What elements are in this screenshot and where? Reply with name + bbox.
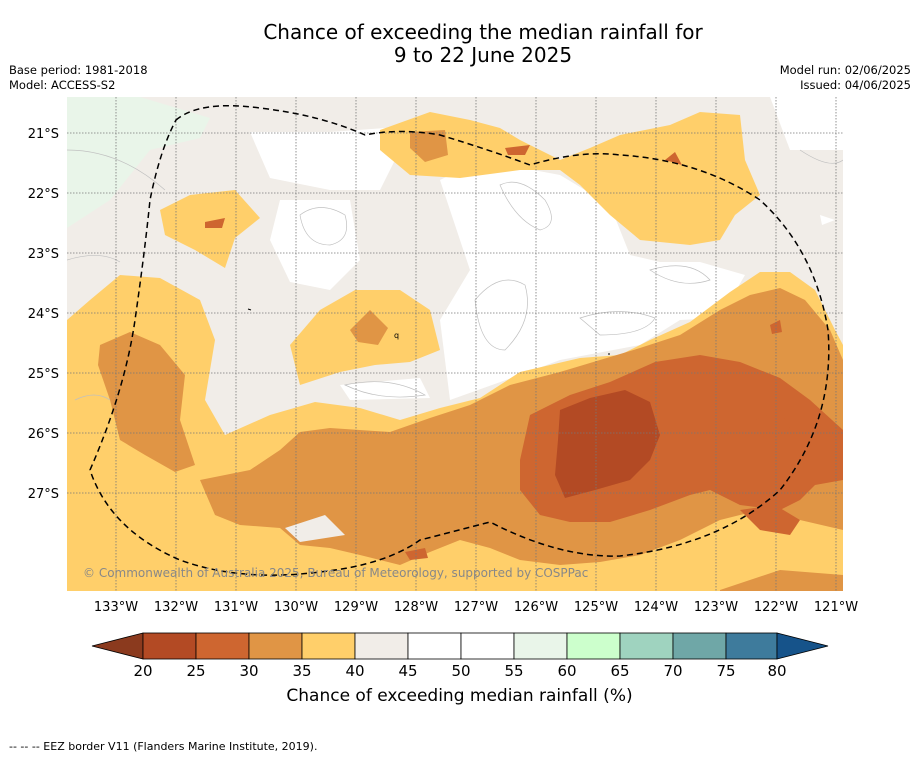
title-line-1: Chance of exceeding the median rainfall …: [263, 20, 703, 44]
base-period: Base period: 1981-2018: [9, 63, 148, 77]
colorbar-tick: 25: [186, 662, 205, 680]
eez-marker-text: q: [394, 331, 399, 340]
latitude-labels: 21°S 22°S 23°S 24°S 25°S 26°S 27°S: [28, 127, 59, 502]
lon-label: 129°W: [334, 600, 378, 615]
lon-label: 131°W: [214, 600, 258, 615]
lon-label: 121°W: [814, 600, 858, 615]
colorbar-bin: [513, 632, 568, 660]
colorbar-label: Chance of exceeding median rainfall (%): [286, 686, 633, 706]
colorbar-bin: [725, 632, 778, 660]
eez-footnote: -- -- -- EEZ border V11 (Flanders Marine…: [9, 740, 318, 753]
lon-label: 128°W: [394, 600, 438, 615]
lon-label: 123°W: [694, 600, 738, 615]
model-name: Model: ACCESS-S2: [9, 78, 116, 92]
colorbar-bin: [407, 632, 462, 660]
colorbar-tick: 75: [716, 662, 735, 680]
lat-label: 24°S: [28, 307, 59, 322]
colorbar-tick: 50: [451, 662, 470, 680]
copyright-text: © Commonwealth of Australia 2025, Bureau…: [83, 566, 588, 580]
longitude-labels: 133°W 132°W 131°W 130°W 129°W 128°W 127°…: [94, 600, 858, 615]
colorbar-bin: [195, 632, 250, 660]
lon-label: 122°W: [754, 600, 798, 615]
lon-label: 125°W: [574, 600, 618, 615]
colorbar-bin: [142, 632, 197, 660]
colorbar-ticks: 20 25 30 35 40 45 50 55 60 65 70 75 80: [133, 662, 786, 680]
zone-55-60-nw: [67, 97, 210, 228]
lon-label: 130°W: [274, 600, 318, 615]
colorbar-tick: 40: [345, 662, 364, 680]
colorbar-tick: 30: [239, 662, 258, 680]
lat-label: 21°S: [28, 127, 59, 142]
lat-label: 22°S: [28, 187, 59, 202]
lon-label: 132°W: [154, 600, 198, 615]
zone-25-30: [555, 390, 660, 498]
colorbar-bin: [248, 632, 303, 660]
lat-label: 25°S: [28, 367, 59, 382]
colorbar-tick: 35: [292, 662, 311, 680]
lat-label: 27°S: [28, 487, 59, 502]
eez-border: [89, 104, 830, 576]
contours: [67, 149, 843, 401]
colorbar-bin: [460, 632, 515, 660]
colorbar-tick: 55: [504, 662, 523, 680]
colorbar-bin: [301, 632, 356, 660]
lat-label: 26°S: [28, 427, 59, 442]
colorbar-bin: [566, 632, 621, 660]
map-fill: [67, 97, 843, 591]
island-mark: [247, 308, 252, 311]
issued-date: Issued: 04/06/2025: [800, 78, 911, 92]
lon-label: 126°W: [514, 600, 558, 615]
colorbar-tick: 60: [557, 662, 576, 680]
meta-right: Model run: 02/06/2025 Issued: 04/06/2025: [780, 63, 911, 93]
meta-left: Base period: 1981-2018 Model: ACCESS-S2: [9, 63, 148, 93]
zone-45-50-pocket: [285, 515, 345, 542]
model-run: Model run: 02/06/2025: [779, 63, 911, 77]
colorbar-bin: [619, 632, 674, 660]
colorbar-bin: [354, 632, 409, 660]
colorbar-bin: [672, 632, 727, 660]
lon-label: 124°W: [634, 600, 678, 615]
colorbar-tick: 80: [767, 662, 786, 680]
colorbar-under-arrow: [91, 632, 144, 660]
title-line-2: 9 to 22 June 2025: [393, 43, 573, 67]
graticule: [67, 97, 843, 591]
lon-label: 127°W: [454, 600, 498, 615]
colorbar-over-arrow: [776, 632, 829, 660]
colorbar-tick: 65: [610, 662, 629, 680]
lat-label: 23°S: [28, 247, 59, 262]
colorbar-tick: 45: [398, 662, 417, 680]
colorbar: [91, 632, 829, 660]
colorbar-tick: 70: [663, 662, 682, 680]
lon-label: 133°W: [94, 600, 138, 615]
colorbar-tick: 20: [133, 662, 152, 680]
